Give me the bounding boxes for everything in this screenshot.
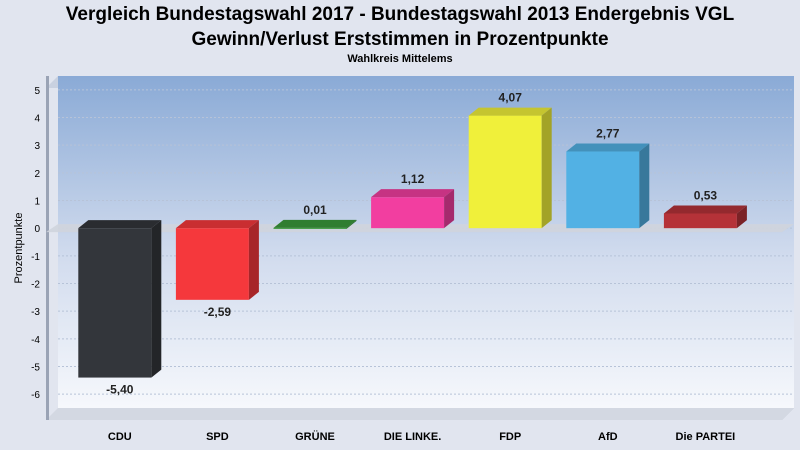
- bar-top-face: [663, 205, 747, 214]
- bar-side-face: [541, 107, 552, 229]
- y-tick-label: 2: [34, 169, 40, 180]
- y-tick-label: 3: [34, 141, 40, 152]
- bar: [663, 213, 737, 229]
- bars: -5,40 -2,59 0,01 1,12 4,07 2,77 0,53: [78, 91, 747, 397]
- bar-side-face: [639, 143, 650, 229]
- bar-value-label: 0,01: [303, 203, 327, 217]
- bar-value-label: 2,77: [596, 127, 620, 141]
- bar: [175, 228, 249, 300]
- bar-top-face: [371, 189, 455, 198]
- x-tick-label: GRÜNE: [295, 430, 335, 443]
- y-tick-label: -3: [31, 307, 40, 318]
- x-tick-label: Die PARTEI: [676, 431, 736, 443]
- y-axis-line: [46, 76, 49, 420]
- x-tick-label: CDU: [108, 431, 132, 443]
- bar-value-label: -5,40: [106, 383, 134, 397]
- y-tick-label: 0: [34, 224, 40, 235]
- y-tick-label: -5: [31, 363, 40, 374]
- bar-top-face: [78, 220, 162, 229]
- bar-side-face: [151, 220, 162, 378]
- chart-title-line2: Gewinn/Verlust Erststimmen in Prozentpun…: [191, 29, 609, 50]
- bar-side-face: [248, 220, 259, 300]
- bar-side-face: [736, 205, 747, 229]
- bar-top-face: [566, 143, 650, 152]
- bar: [566, 151, 640, 229]
- x-tick-label: DIE LINKE.: [384, 431, 441, 443]
- x-tick-label: SPD: [206, 431, 229, 443]
- y-tick-label: 4: [34, 114, 40, 125]
- bar: [468, 115, 542, 229]
- chart-subtitle: Wahlkreis Mittelems: [347, 53, 453, 65]
- y-tick-labels: 5 4 3 2 1 0 -1 -2 -3 -4 -5 -6: [31, 86, 40, 401]
- bar-value-label: 0,53: [694, 189, 718, 203]
- plot-floor: [46, 408, 794, 420]
- x-tick-label: AfD: [598, 431, 618, 443]
- bar-value-label: -2,59: [204, 305, 232, 319]
- bar-top-face: [175, 220, 259, 229]
- y-tick-label: -1: [31, 252, 40, 263]
- bar: [78, 228, 152, 378]
- y-tick-label: -6: [31, 390, 40, 401]
- bar-value-label: 1,12: [401, 172, 425, 186]
- chart-title: Vergleich Bundestagswahl 2017 - Bundesta…: [65, 4, 735, 25]
- bar-top-face: [468, 107, 552, 116]
- bar: [371, 197, 445, 229]
- plot-background: [58, 76, 794, 408]
- x-tick-label: FDP: [499, 431, 521, 443]
- y-tick-label: -2: [31, 280, 40, 291]
- bar-side-face: [346, 219, 357, 229]
- x-tick-labels: CDU SPD GRÜNE DIE LINKE. FDP AfD Die PARTEI: [108, 430, 735, 443]
- bar-value-label: 4,07: [499, 91, 523, 105]
- y-tick-label: -4: [31, 335, 40, 346]
- y-tick-label: 1: [34, 197, 40, 208]
- bar-top-face: [273, 219, 357, 228]
- bar: [273, 227, 347, 229]
- y-axis-label: Prozentpunkte: [13, 213, 25, 284]
- y-tick-label: 5: [34, 86, 40, 97]
- bar-side-face: [444, 189, 455, 229]
